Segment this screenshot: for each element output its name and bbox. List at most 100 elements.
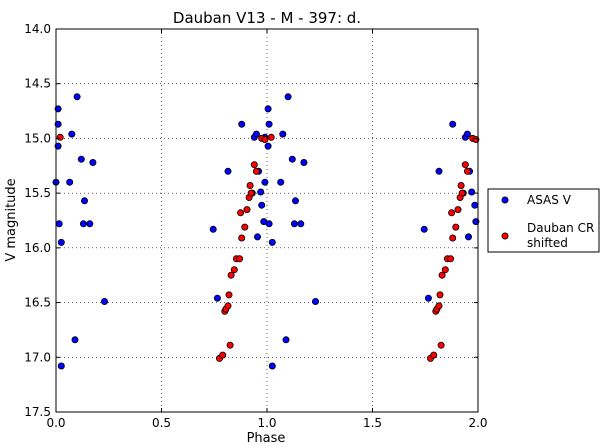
data-point — [297, 220, 305, 228]
y-tick-label: 16.5 — [24, 296, 51, 310]
data-point — [458, 189, 466, 197]
data-point — [86, 220, 94, 228]
data-point — [463, 130, 471, 138]
data-point — [435, 302, 443, 310]
data-point — [73, 93, 81, 101]
data-point — [219, 351, 227, 359]
data-point — [471, 201, 479, 209]
data-point — [258, 201, 266, 209]
x-tick-label: 1.5 — [363, 416, 382, 430]
data-point — [227, 271, 235, 279]
data-point — [447, 255, 455, 263]
y-axis-label: V magnitude — [4, 178, 19, 261]
data-point — [268, 362, 276, 370]
data-point — [268, 238, 276, 246]
data-point — [224, 302, 232, 310]
data-point — [54, 142, 62, 150]
data-point — [56, 133, 64, 141]
data-point — [436, 291, 444, 299]
data-point — [424, 294, 432, 302]
data-point — [257, 188, 265, 196]
data-point — [68, 130, 76, 138]
y-tick-label: 17.0 — [24, 350, 51, 364]
data-point — [77, 155, 85, 163]
data-point — [472, 218, 480, 226]
data-point — [54, 120, 62, 128]
legend-label: Dauban CR — [527, 221, 594, 235]
data-point — [290, 220, 298, 228]
data-point — [437, 341, 445, 349]
data-point — [81, 197, 89, 205]
data-point — [238, 234, 246, 242]
data-point — [241, 223, 249, 231]
data-point — [54, 105, 62, 113]
data-point — [209, 225, 217, 233]
data-point — [55, 220, 63, 228]
data-point — [291, 197, 299, 205]
data-point — [463, 167, 471, 175]
data-point — [461, 161, 469, 169]
data-point — [441, 266, 449, 274]
legend-label: shifted — [527, 236, 568, 250]
data-point — [264, 142, 272, 150]
chart-title: Dauban V13 - M - 397: d. — [173, 9, 361, 27]
legend-marker — [501, 232, 509, 240]
data-point — [230, 266, 238, 274]
data-point — [457, 181, 465, 189]
data-point — [282, 336, 290, 344]
x-tick-label: 2.0 — [468, 416, 487, 430]
data-point — [89, 158, 97, 166]
data-point — [452, 223, 460, 231]
data-point — [261, 135, 269, 143]
legend-marker — [501, 196, 509, 204]
data-point — [79, 220, 87, 228]
data-point — [311, 297, 319, 305]
data-point — [265, 220, 273, 228]
series-dauban-cr-shifted — [56, 133, 480, 362]
data-point — [435, 167, 443, 175]
data-point — [238, 120, 246, 128]
data-point — [448, 209, 456, 217]
data-point — [284, 93, 292, 101]
data-point — [224, 167, 232, 175]
data-point — [57, 238, 65, 246]
data-point — [237, 209, 245, 217]
data-point — [71, 336, 79, 344]
data-point — [250, 161, 258, 169]
data-point — [252, 130, 260, 138]
data-point — [57, 362, 65, 370]
x-tick-label: 0.0 — [46, 416, 65, 430]
data-point — [449, 234, 457, 242]
y-tick-label: 15.5 — [24, 186, 51, 200]
data-point — [253, 233, 261, 241]
x-tick-label: 0.5 — [152, 416, 171, 430]
data-point — [261, 178, 269, 186]
y-tick-label: 16.0 — [24, 241, 51, 255]
data-point — [267, 133, 275, 141]
data-point — [66, 178, 74, 186]
data-point — [430, 351, 438, 359]
data-point — [468, 188, 476, 196]
y-tick-label: 15.0 — [24, 131, 51, 145]
y-tick-label: 14.0 — [24, 22, 51, 36]
series-asas-v — [52, 93, 480, 370]
axis-ticks: 0.0 0.5 1.0 1.5 2.0 14.0 14.5 15.0 15.5 16.0 16.5 1… — [24, 22, 487, 430]
data-point — [454, 206, 462, 214]
data-point — [247, 189, 255, 197]
data-point — [264, 105, 272, 113]
data-point — [300, 158, 308, 166]
data-point — [265, 120, 273, 128]
x-axis-label: Phase — [247, 431, 286, 446]
data-points — [52, 93, 480, 370]
y-tick-label: 17.5 — [24, 405, 51, 419]
data-point — [464, 233, 472, 241]
data-point — [449, 120, 457, 128]
data-point — [420, 225, 428, 233]
data-point — [243, 206, 251, 214]
data-point — [101, 297, 109, 305]
data-point — [438, 271, 446, 279]
data-point — [252, 167, 260, 175]
data-point — [213, 294, 221, 302]
data-point — [236, 255, 244, 263]
